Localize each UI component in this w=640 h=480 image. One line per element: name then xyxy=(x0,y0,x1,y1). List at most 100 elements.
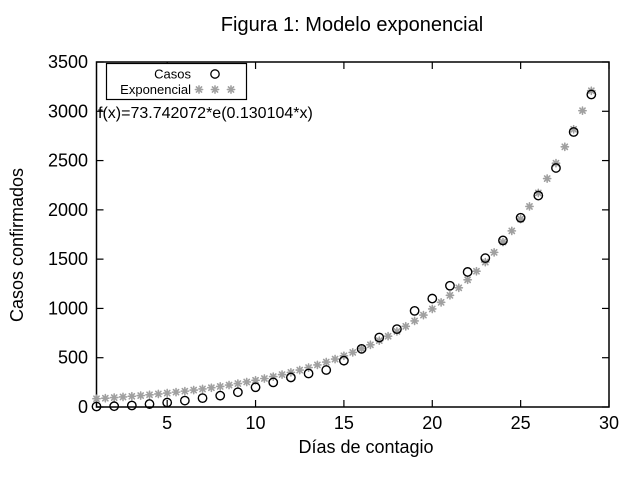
y-tick-label: 2500 xyxy=(48,151,88,171)
plot-border xyxy=(95,61,610,408)
data-point-casos xyxy=(462,267,473,277)
data-point-exponencial xyxy=(145,390,154,400)
data-point-exponencial xyxy=(348,347,358,357)
data-point-exponencial xyxy=(189,385,199,395)
data-point-casos xyxy=(285,372,296,383)
data-point-casos xyxy=(144,399,155,409)
open-circle-marker-icon xyxy=(210,69,220,79)
legend-asterisk-icon xyxy=(194,85,204,94)
data-point-casos xyxy=(303,368,314,379)
data-point-casos xyxy=(250,382,261,393)
data-point-casos xyxy=(392,324,402,335)
data-point-exponencial xyxy=(92,394,101,404)
data-point-exponencial xyxy=(401,321,411,331)
data-point-exponencial xyxy=(525,202,534,211)
data-point-exponencial xyxy=(507,226,517,236)
data-point-casos xyxy=(232,387,243,398)
legend-label-casos: Casos xyxy=(154,67,191,82)
data-point-exponencial xyxy=(427,304,437,314)
x-tick-label: 10 xyxy=(246,413,266,433)
fit-annotation: f(x)=73.742072*e(0.130104*x) xyxy=(98,105,313,122)
data-point-exponencial xyxy=(153,389,163,399)
data-point-exponencial xyxy=(224,380,234,390)
data-point-exponencial xyxy=(136,391,146,400)
data-points xyxy=(91,86,597,412)
data-point-exponencial xyxy=(560,142,570,152)
y-tick-label: 2000 xyxy=(48,200,88,220)
data-point-casos xyxy=(533,190,544,201)
data-point-exponencial xyxy=(277,370,287,379)
data-point-exponencial xyxy=(419,310,428,320)
data-point-exponencial xyxy=(127,391,137,401)
y-tick-label: 1000 xyxy=(48,298,88,318)
data-point-exponencial xyxy=(215,382,225,391)
legend: Casos Exponencial xyxy=(105,62,248,101)
data-point-casos xyxy=(339,355,349,366)
y-tick-label: 1500 xyxy=(48,249,88,269)
data-point-exponencial xyxy=(489,247,499,257)
data-point-exponencial xyxy=(180,386,190,396)
y-tick-label: 0 xyxy=(78,397,88,417)
data-point-casos xyxy=(427,293,438,304)
data-point-casos xyxy=(268,377,279,388)
data-point-casos xyxy=(91,401,102,412)
data-point-exponencial xyxy=(463,275,473,285)
x-tick-label: 30 xyxy=(599,413,619,433)
data-point-exponencial xyxy=(118,392,128,402)
data-point-exponencial xyxy=(251,375,260,385)
data-point-casos xyxy=(197,393,208,404)
legend-asterisk-icon xyxy=(226,85,236,94)
data-point-casos xyxy=(215,390,226,401)
data-point-exponencial xyxy=(206,383,216,393)
data-point-casos xyxy=(321,365,332,375)
data-point-casos xyxy=(179,395,190,406)
data-point-exponencial xyxy=(578,106,587,116)
data-point-casos xyxy=(126,400,137,411)
y-axis-label: Casos confirmados xyxy=(7,168,27,322)
data-point-exponencial xyxy=(330,354,340,364)
data-point-casos xyxy=(374,332,385,343)
data-point-exponencial xyxy=(321,357,331,367)
data-point-exponencial xyxy=(498,237,508,247)
data-point-exponencial xyxy=(198,384,207,394)
chart-title: Figura 1: Modelo exponencial xyxy=(221,14,483,36)
data-point-casos xyxy=(498,235,508,246)
x-tick-label: 15 xyxy=(334,413,354,433)
data-point-exponencial xyxy=(313,360,322,370)
data-point-casos xyxy=(586,89,597,100)
data-point-casos xyxy=(109,401,120,412)
data-point-casos xyxy=(480,253,491,264)
data-point-exponencial xyxy=(410,316,420,326)
axes: 5 10 15 20 25 30 0 500 1000 1500 2000 2500 3000 3500 xyxy=(48,52,619,433)
asterisk-marker-icon xyxy=(194,85,236,94)
data-point-casos xyxy=(515,212,526,223)
data-point-exponencial xyxy=(171,387,181,397)
data-point-exponencial xyxy=(436,297,446,307)
data-point-exponencial xyxy=(109,393,119,402)
data-point-exponencial xyxy=(100,393,110,403)
data-point-casos xyxy=(445,280,455,291)
data-point-casos xyxy=(356,343,367,354)
data-point-exponencial xyxy=(366,340,375,350)
data-point-exponencial xyxy=(162,388,172,398)
x-tick-label: 20 xyxy=(422,413,442,433)
data-point-exponencial xyxy=(259,374,269,383)
data-point-casos xyxy=(162,397,173,408)
legend-label-exponencial: Exponencial xyxy=(120,82,191,97)
data-point-casos xyxy=(568,127,579,137)
legend-asterisk-icon xyxy=(210,85,220,94)
x-tick-label: 5 xyxy=(162,413,172,433)
data-point-exponencial xyxy=(472,266,481,276)
legend-box xyxy=(105,62,248,101)
y-tick-label: 3500 xyxy=(48,52,88,72)
data-point-casos xyxy=(551,163,561,173)
y-tick-label: 3000 xyxy=(48,101,88,121)
data-point-exponencial xyxy=(445,290,455,300)
x-tick-label: 25 xyxy=(511,413,531,433)
data-point-exponencial xyxy=(242,377,252,387)
data-point-exponencial xyxy=(357,344,366,354)
x-axis-label: Días de contagio xyxy=(298,437,433,457)
data-point-exponencial xyxy=(454,283,464,293)
data-point-exponencial xyxy=(295,365,305,375)
